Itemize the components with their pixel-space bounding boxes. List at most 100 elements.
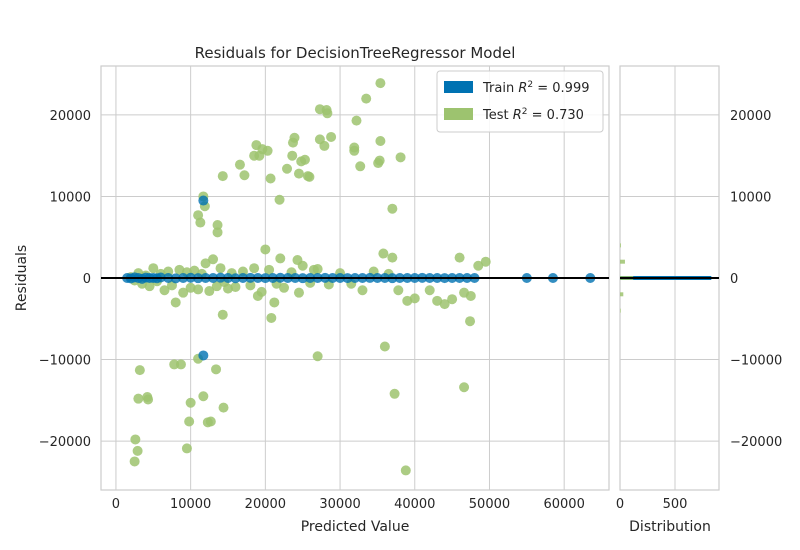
y-axis-label: Residuals [14,245,30,311]
test-point [212,227,223,238]
test-point [351,115,362,126]
test-point [260,244,271,255]
test-point [393,285,404,296]
test-point [211,281,222,292]
x-tick-label: 0 [112,497,120,512]
distribution-x-tick-label: 0 [616,497,624,512]
test-point [299,154,310,165]
test-point [409,293,420,304]
distribution-y-tick-label: 10000 [730,190,771,205]
test-point [326,131,337,142]
test-point [289,132,300,143]
test-point [279,282,290,293]
test-point [129,456,140,467]
distribution-bar [620,259,625,264]
y-tick-label: 20000 [50,109,91,124]
test-point [432,295,443,306]
test-point [185,397,196,408]
test-point [170,297,181,308]
distribution-y-tick-labels: −20000 −10000 0 10000 20000 [730,109,782,450]
test-point [223,283,233,294]
x-tick-label: 10000 [170,497,211,512]
test-point [395,152,406,163]
test-point [195,217,206,228]
test-point [304,171,315,182]
y-tick-label: 10000 [50,190,91,205]
distribution-x-axis-label: Distribution [629,519,711,535]
test-point [282,163,293,174]
test-point [184,416,195,427]
test-point [215,263,226,274]
test-point [175,359,186,370]
chart-title: Residuals for DecisionTreeRegressor Mode… [195,44,516,62]
distribution-x-tick-label: 500 [663,497,688,512]
legend-test-label: Test R2 = 0.730 [482,107,584,123]
test-point [275,253,286,264]
legend-test-swatch [444,108,473,120]
distribution-y-tick-label: −20000 [730,435,782,450]
test-point [439,299,450,310]
test-point [200,258,211,269]
x-tick-label: 20000 [245,497,286,512]
legend-train-label: Train R2 = 0.999 [482,80,589,96]
test-point [204,286,215,297]
legend-frame [436,70,604,133]
test-point [389,388,400,399]
test-point [205,416,216,427]
test-point [245,280,256,291]
test-point [480,256,491,267]
test-point [249,263,260,274]
test-point [133,393,144,404]
test-point [256,286,267,297]
distribution-y-tick-label: 20000 [730,109,771,124]
y-tick-labels: −20000 −10000 0 10000 20000 [39,109,91,450]
distribution-y-tick-label: 0 [730,272,738,287]
test-point [266,312,277,323]
test-point [274,194,285,205]
test-point [293,287,304,298]
test-point [144,281,155,292]
test-point [185,282,196,293]
test-point [375,136,386,147]
test-point [322,108,333,119]
train-point [198,195,209,206]
test-point [239,170,250,181]
test-point [379,341,390,352]
test-point [134,365,145,376]
test-point [374,155,385,166]
test-point [148,263,159,274]
test-point [297,260,308,271]
test-point [319,140,330,151]
test-point [269,297,280,308]
test-point [264,264,275,275]
x-tick-label: 50000 [469,497,510,512]
legend-train-swatch [444,81,473,93]
test-point [181,443,192,454]
test-point [293,168,304,179]
test-point [375,78,386,89]
distribution-y-tick-label: −10000 [730,354,782,369]
test-point [217,309,228,320]
test-point [143,394,154,405]
test-point [387,252,398,263]
test-point [387,203,398,214]
legend: Train R2 = 0.999 Test R2 = 0.730 [436,70,604,133]
test-point [230,281,241,292]
y-tick-label: −20000 [39,435,91,450]
test-point [447,294,458,305]
test-point [465,316,476,327]
test-point [198,391,209,402]
test-point [193,284,204,295]
test-point [454,252,465,263]
distribution-bar [620,308,621,313]
y-tick-label: −10000 [39,354,91,369]
test-point [378,248,389,259]
x-tick-label: 40000 [394,497,435,512]
test-point [208,254,219,265]
test-point [218,402,229,413]
test-point [312,264,323,275]
test-point [130,434,141,445]
test-point [132,445,143,456]
y-tick-label: 0 [83,272,91,287]
test-point [211,364,222,375]
